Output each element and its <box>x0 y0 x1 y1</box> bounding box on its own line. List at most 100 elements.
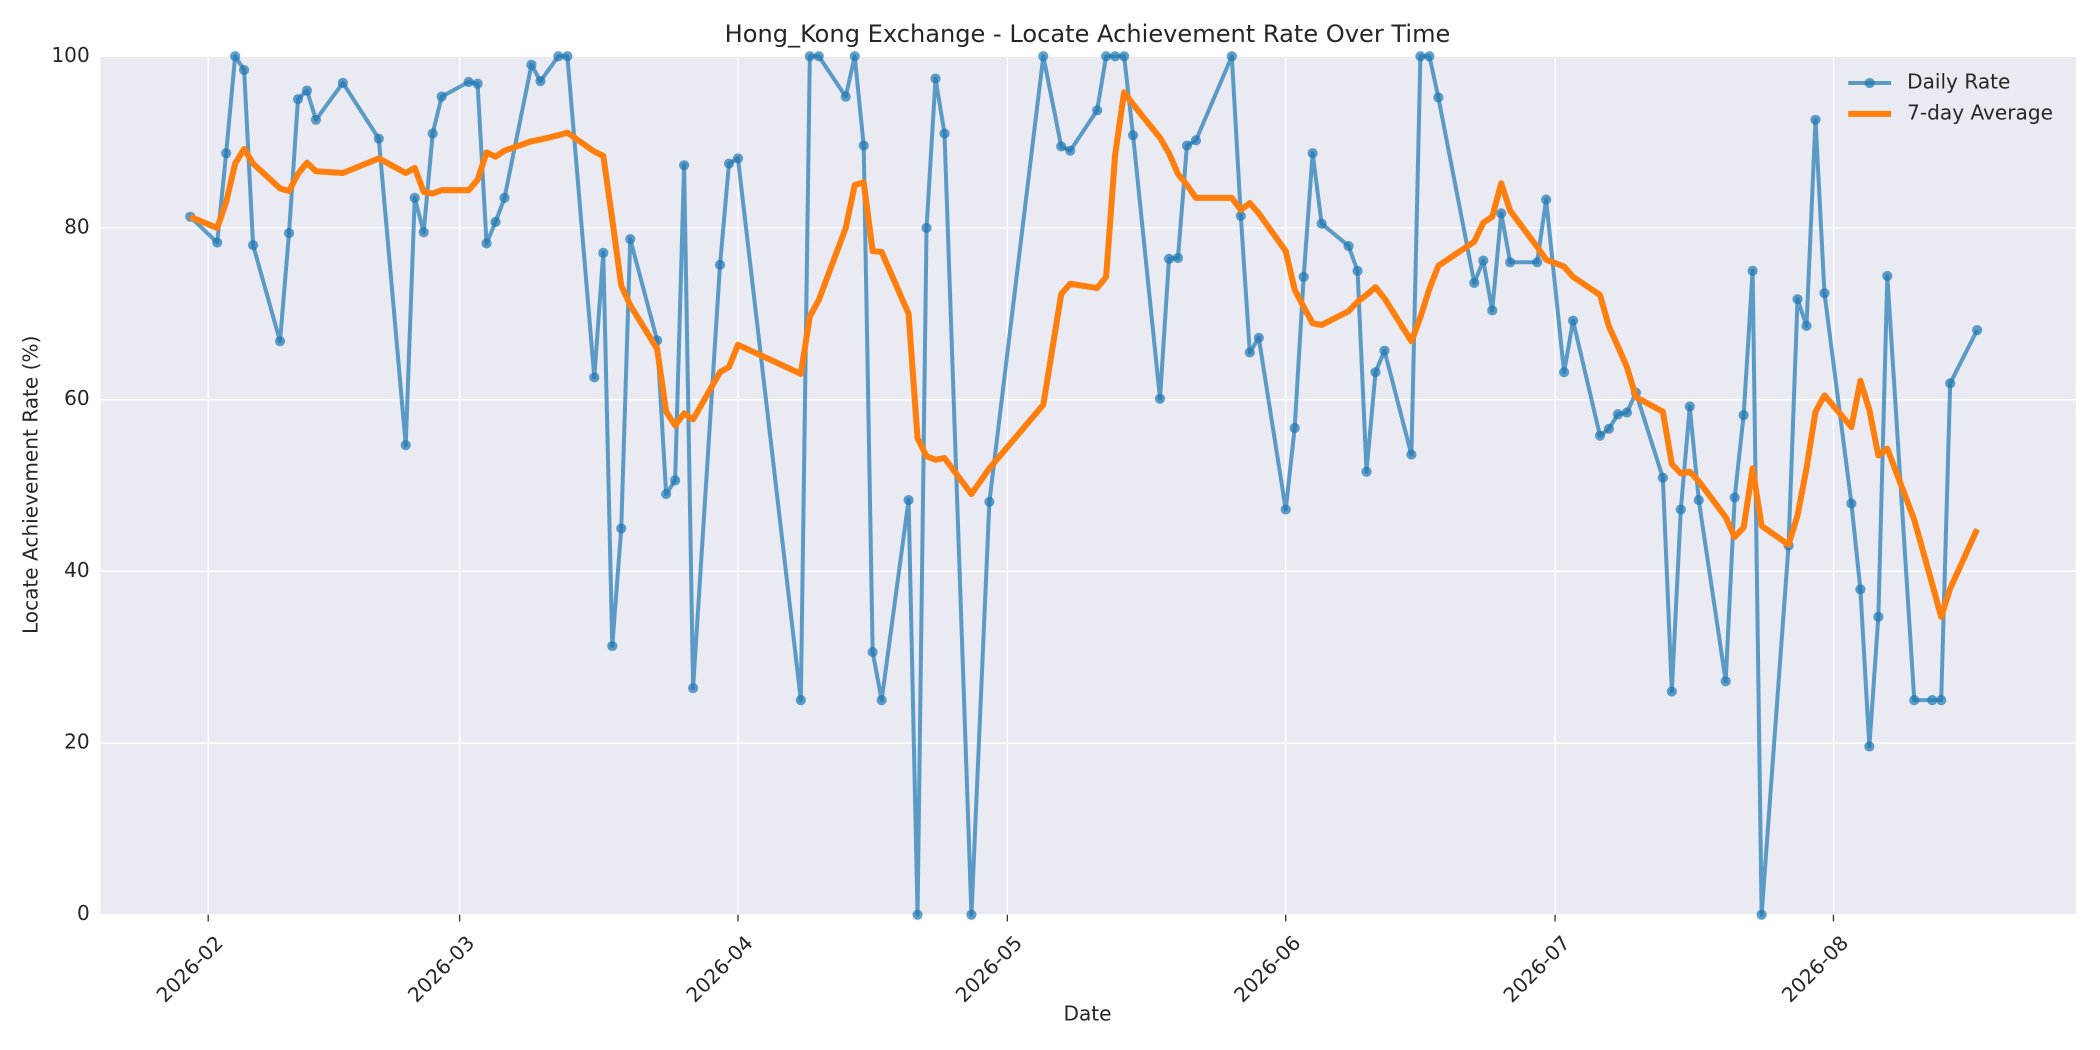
data-point <box>1810 114 1821 125</box>
data-point <box>283 228 295 239</box>
data-point <box>1657 472 1668 483</box>
data-point <box>1819 288 1830 299</box>
data-point <box>1101 51 1112 62</box>
data-point <box>670 475 681 486</box>
data-point <box>921 222 932 234</box>
data-point <box>292 94 304 105</box>
data-point <box>930 73 941 84</box>
data-point <box>1855 584 1866 595</box>
data-point <box>499 192 510 203</box>
data-point <box>1729 492 1740 503</box>
data-point <box>230 51 241 62</box>
data-point <box>1882 270 1893 282</box>
data-point <box>966 909 977 920</box>
data-point <box>1235 210 1246 222</box>
data-point <box>616 523 627 534</box>
data-point <box>1253 332 1264 343</box>
x-axis-label: Date <box>1064 1002 1112 1026</box>
data-point <box>714 259 726 270</box>
data-point <box>212 237 223 248</box>
data-point <box>607 640 618 652</box>
x-tick-label: 2026-05 <box>951 931 1027 1007</box>
data-point <box>1846 498 1857 509</box>
data-point <box>1594 430 1606 441</box>
data-point <box>1379 345 1390 356</box>
data-point <box>337 77 348 88</box>
data-point <box>1172 252 1184 264</box>
data-point <box>1496 208 1507 219</box>
data-point <box>1747 265 1758 276</box>
data-point <box>400 440 411 451</box>
y-tick-label: 100 <box>51 43 89 67</box>
data-point <box>1621 407 1633 418</box>
data-point <box>939 128 950 139</box>
data-point <box>1864 741 1875 752</box>
data-point <box>409 192 420 203</box>
data-point <box>1603 423 1615 434</box>
data-point <box>1163 253 1175 264</box>
data-point <box>1684 401 1695 412</box>
data-point <box>1558 367 1570 378</box>
data-point <box>310 114 322 125</box>
data-point <box>1567 315 1579 326</box>
y-tick-label: 80 <box>64 214 90 238</box>
data-point <box>463 76 474 88</box>
data-point <box>1972 325 1983 336</box>
plot-area <box>100 56 2076 915</box>
data-point <box>1738 410 1749 421</box>
data-point <box>1065 145 1076 156</box>
legend-label: 7-day Average <box>1907 100 2053 124</box>
y-tick-label: 40 <box>64 558 90 582</box>
data-point <box>274 336 286 347</box>
data-point <box>1433 92 1444 103</box>
data-point <box>481 238 492 249</box>
x-tick-label: 2026-08 <box>1777 931 1853 1007</box>
data-point <box>1127 130 1139 141</box>
data-point <box>427 128 438 139</box>
data-point <box>239 64 250 76</box>
y-axis-label: Locate Achievement Rate (%) <box>19 336 43 634</box>
data-point <box>373 133 384 144</box>
data-point <box>1792 294 1803 305</box>
data-point <box>1945 378 1956 389</box>
data-point <box>1154 393 1166 404</box>
data-point <box>1756 909 1767 920</box>
data-point <box>1873 611 1884 622</box>
data-point <box>858 140 869 151</box>
data-point <box>221 148 232 159</box>
data-point <box>1478 255 1489 266</box>
data-point <box>661 488 672 500</box>
legend-label: Daily Rate <box>1907 70 2010 94</box>
data-point <box>562 51 573 62</box>
data-point <box>1532 257 1543 268</box>
data-point <box>1316 218 1327 229</box>
data-point <box>1298 271 1309 282</box>
y-tick-label: 20 <box>64 730 90 754</box>
data-point <box>1118 51 1130 62</box>
data-point <box>490 216 501 228</box>
data-point <box>1226 51 1237 62</box>
data-point <box>1612 409 1624 420</box>
x-tick-label: 2026-07 <box>1498 931 1574 1007</box>
data-point <box>1038 51 1049 62</box>
data-point <box>418 227 429 238</box>
x-tick-label: 2026-03 <box>403 931 479 1007</box>
data-point <box>1343 240 1354 252</box>
data-point <box>248 240 259 251</box>
data-point <box>436 91 447 102</box>
data-point <box>535 76 546 87</box>
data-point <box>1505 257 1516 268</box>
data-point <box>1487 305 1498 316</box>
data-point <box>849 51 860 62</box>
data-point <box>301 85 313 96</box>
data-point <box>732 153 744 164</box>
data-point <box>589 372 600 383</box>
data-point <box>1289 422 1300 434</box>
data-point <box>625 234 636 245</box>
data-point <box>1666 686 1677 697</box>
data-point <box>1244 347 1255 358</box>
data-point <box>1424 51 1435 62</box>
data-point <box>1110 51 1121 62</box>
data-point <box>598 247 609 258</box>
